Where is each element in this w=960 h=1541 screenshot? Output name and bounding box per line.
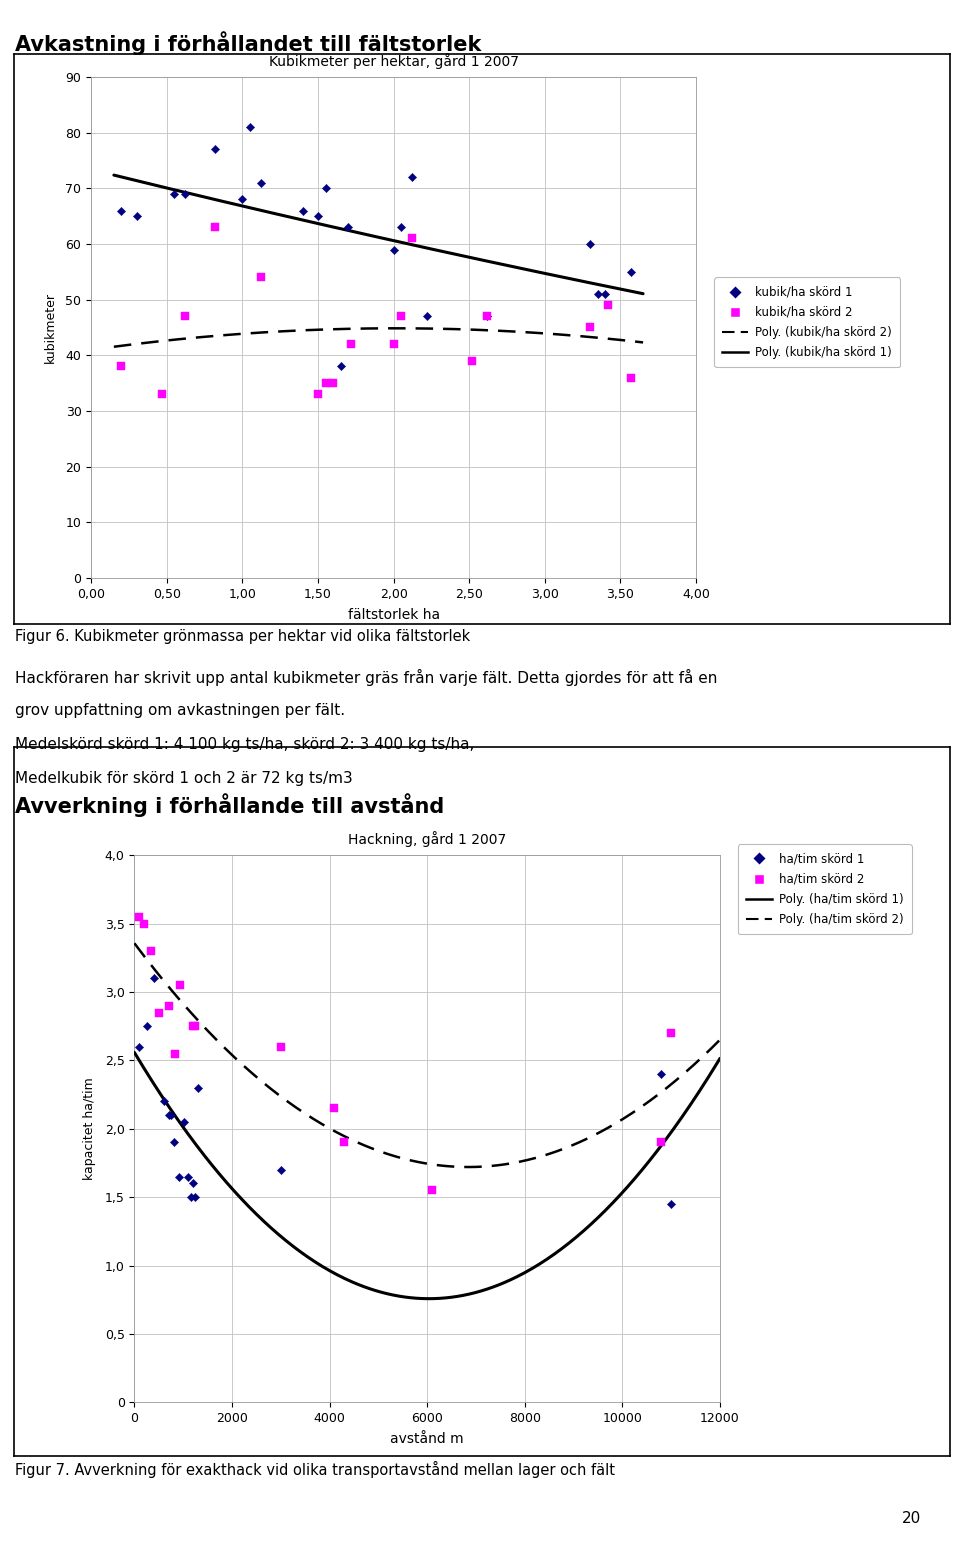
Point xyxy=(132,1034,147,1059)
Text: Figur 6. Kubikmeter grönmassa per hektar vid olika fältstorlek: Figur 6. Kubikmeter grönmassa per hektar… xyxy=(15,629,470,644)
Point xyxy=(151,1000,166,1025)
Point xyxy=(590,282,606,307)
Point xyxy=(623,365,638,390)
Point xyxy=(601,293,616,317)
Y-axis label: kubikmeter: kubikmeter xyxy=(44,291,58,364)
Point xyxy=(172,972,187,997)
Point xyxy=(663,1191,679,1216)
Point xyxy=(144,938,159,963)
Point xyxy=(163,1103,179,1128)
Point xyxy=(480,304,495,328)
Point xyxy=(207,137,223,162)
Point xyxy=(252,171,268,196)
Point xyxy=(465,348,480,373)
Point xyxy=(318,176,333,200)
Point xyxy=(172,1165,187,1190)
Point xyxy=(113,199,129,223)
Text: Figur 7. Avverkning för exakthack vid olika transportavstånd mellan lager och fä: Figur 7. Avverkning för exakthack vid ol… xyxy=(15,1461,615,1478)
Point xyxy=(252,265,268,290)
Text: Medelskörd skörd 1: 4 100 kg ts/ha, skörd 2: 3 400 kg ts/ha,: Medelskörd skörd 1: 4 100 kg ts/ha, skör… xyxy=(15,737,475,752)
Point xyxy=(182,1185,198,1210)
Point xyxy=(654,1130,669,1154)
Point xyxy=(337,1130,352,1154)
Point xyxy=(190,1076,205,1100)
Point xyxy=(341,216,356,240)
Point xyxy=(188,1185,204,1210)
Point xyxy=(394,216,409,240)
Point xyxy=(310,382,325,407)
Point xyxy=(424,1177,440,1202)
Point xyxy=(623,259,638,284)
Point xyxy=(273,1157,288,1182)
Point xyxy=(146,966,161,991)
Point xyxy=(113,354,129,379)
Text: Hackföraren har skrivit upp antal kubikmeter gräs från varje fält. Detta gjordes: Hackföraren har skrivit upp antal kubikm… xyxy=(15,669,718,686)
Point xyxy=(155,382,170,407)
Point xyxy=(167,1042,182,1066)
Point xyxy=(178,304,193,328)
Point xyxy=(404,165,420,190)
Y-axis label: kapacitet ha/tim: kapacitet ha/tim xyxy=(84,1077,96,1180)
Point xyxy=(386,331,401,356)
Point xyxy=(129,203,144,228)
Point xyxy=(132,905,147,929)
Point xyxy=(404,227,420,251)
Point xyxy=(296,199,311,223)
Point xyxy=(139,1014,155,1039)
Point xyxy=(583,316,598,341)
Point xyxy=(180,1165,196,1190)
Point xyxy=(178,182,193,206)
Title: Kubikmeter per hektar, gård 1 2007: Kubikmeter per hektar, gård 1 2007 xyxy=(269,52,518,69)
Point xyxy=(663,1020,679,1045)
Legend: kubik/ha skörd 1, kubik/ha skörd 2, Poly. (kubik/ha skörd 2), Poly. (kubik/ha sk: kubik/ha skörd 1, kubik/ha skörd 2, Poly… xyxy=(714,277,900,367)
Point xyxy=(333,354,348,379)
Point xyxy=(310,203,325,228)
Point xyxy=(654,1062,669,1086)
Point xyxy=(188,1014,204,1039)
Point xyxy=(583,231,598,256)
Point xyxy=(234,186,250,211)
Point xyxy=(167,182,182,206)
Point xyxy=(156,1089,172,1114)
Point xyxy=(326,1096,342,1120)
Point xyxy=(161,1103,177,1128)
Text: Avkastning i förhållandet till fältstorlek: Avkastning i förhållandet till fältstorl… xyxy=(15,31,482,54)
Point xyxy=(161,994,177,1019)
Point xyxy=(597,282,612,307)
Point xyxy=(325,371,341,396)
Point xyxy=(318,371,333,396)
Point xyxy=(420,304,435,328)
Point xyxy=(207,216,223,240)
Point xyxy=(386,237,401,262)
Point xyxy=(185,1171,201,1196)
Point xyxy=(273,1034,288,1059)
X-axis label: avstånd m: avstånd m xyxy=(391,1432,464,1445)
Point xyxy=(185,1014,201,1039)
Point xyxy=(177,1110,192,1134)
Legend: ha/tim skörd 1, ha/tim skörd 2, Poly. (ha/tim skörd 1), Poly. (ha/tim skörd 2): ha/tim skörd 1, ha/tim skörd 2, Poly. (h… xyxy=(737,844,912,934)
Text: 20: 20 xyxy=(902,1510,922,1526)
Point xyxy=(394,304,409,328)
Title: Hackning, gård 1 2007: Hackning, gård 1 2007 xyxy=(348,831,506,848)
Text: Medelkubik för skörd 1 och 2 är 72 kg ts/m3: Medelkubik för skörd 1 och 2 är 72 kg ts… xyxy=(15,770,353,786)
Point xyxy=(344,331,359,356)
Point xyxy=(136,911,152,935)
Text: Avverkning i förhållande till avstånd: Avverkning i förhållande till avstånd xyxy=(15,794,444,817)
X-axis label: fältstorlek ha: fältstorlek ha xyxy=(348,607,440,621)
Text: grov uppfattning om avkastningen per fält.: grov uppfattning om avkastningen per fäl… xyxy=(15,703,346,718)
Point xyxy=(480,304,495,328)
Point xyxy=(167,1130,182,1154)
Point xyxy=(242,116,257,140)
